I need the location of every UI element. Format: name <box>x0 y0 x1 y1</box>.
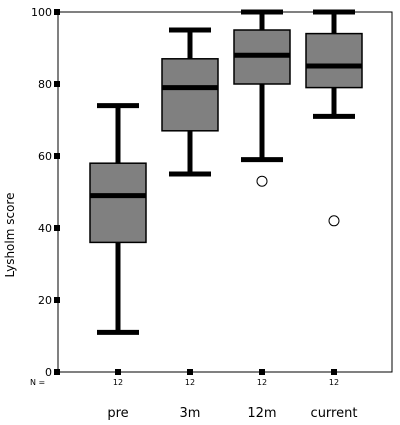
x-tick-mark <box>259 369 265 375</box>
boxes-layer <box>89 9 363 335</box>
category-label: 12m <box>247 406 276 421</box>
outlier-point <box>256 175 268 187</box>
y-axis-title: Lysholm score <box>3 193 17 278</box>
y-tick-mark <box>54 9 60 15</box>
y-tick-label: 20 <box>38 294 52 307</box>
y-tick-label: 80 <box>38 78 52 91</box>
category-label: 3m <box>180 406 201 421</box>
n-value-label: 12 <box>329 378 339 387</box>
category-label: pre <box>107 406 128 421</box>
y-tick-label: 60 <box>38 150 52 163</box>
plot-frame <box>57 11 393 373</box>
y-tick-label: 40 <box>38 222 52 235</box>
y-axis: 0 20 40 60 80 100 <box>31 6 60 379</box>
box-current <box>305 9 363 227</box>
y-tick-mark <box>54 153 60 159</box>
y-tick-label: 0 <box>45 366 52 379</box>
n-row-label: N = <box>30 378 45 387</box>
box-3m <box>161 27 219 177</box>
y-tick-mark <box>54 297 60 303</box>
box-12m <box>233 9 291 187</box>
iqr-box <box>89 162 147 244</box>
x-axis: 12 pre 12 3m 12 12m 12 current <box>107 369 357 421</box>
category-label: current <box>311 406 358 421</box>
y-tick-mark <box>54 369 60 375</box>
x-tick-mark <box>187 369 193 375</box>
outlier-point <box>328 215 340 227</box>
x-tick-mark <box>331 369 337 375</box>
iqr-box <box>305 32 363 89</box>
x-tick-mark <box>115 369 121 375</box>
n-value-label: 12 <box>257 378 267 387</box>
y-tick-label: 100 <box>31 6 52 19</box>
box-pre <box>89 103 147 335</box>
y-tick-mark <box>54 225 60 231</box>
n-value-label: 12 <box>113 378 123 387</box>
y-tick-mark <box>54 81 60 87</box>
iqr-box <box>161 58 219 132</box>
n-value-label: 12 <box>185 378 195 387</box>
